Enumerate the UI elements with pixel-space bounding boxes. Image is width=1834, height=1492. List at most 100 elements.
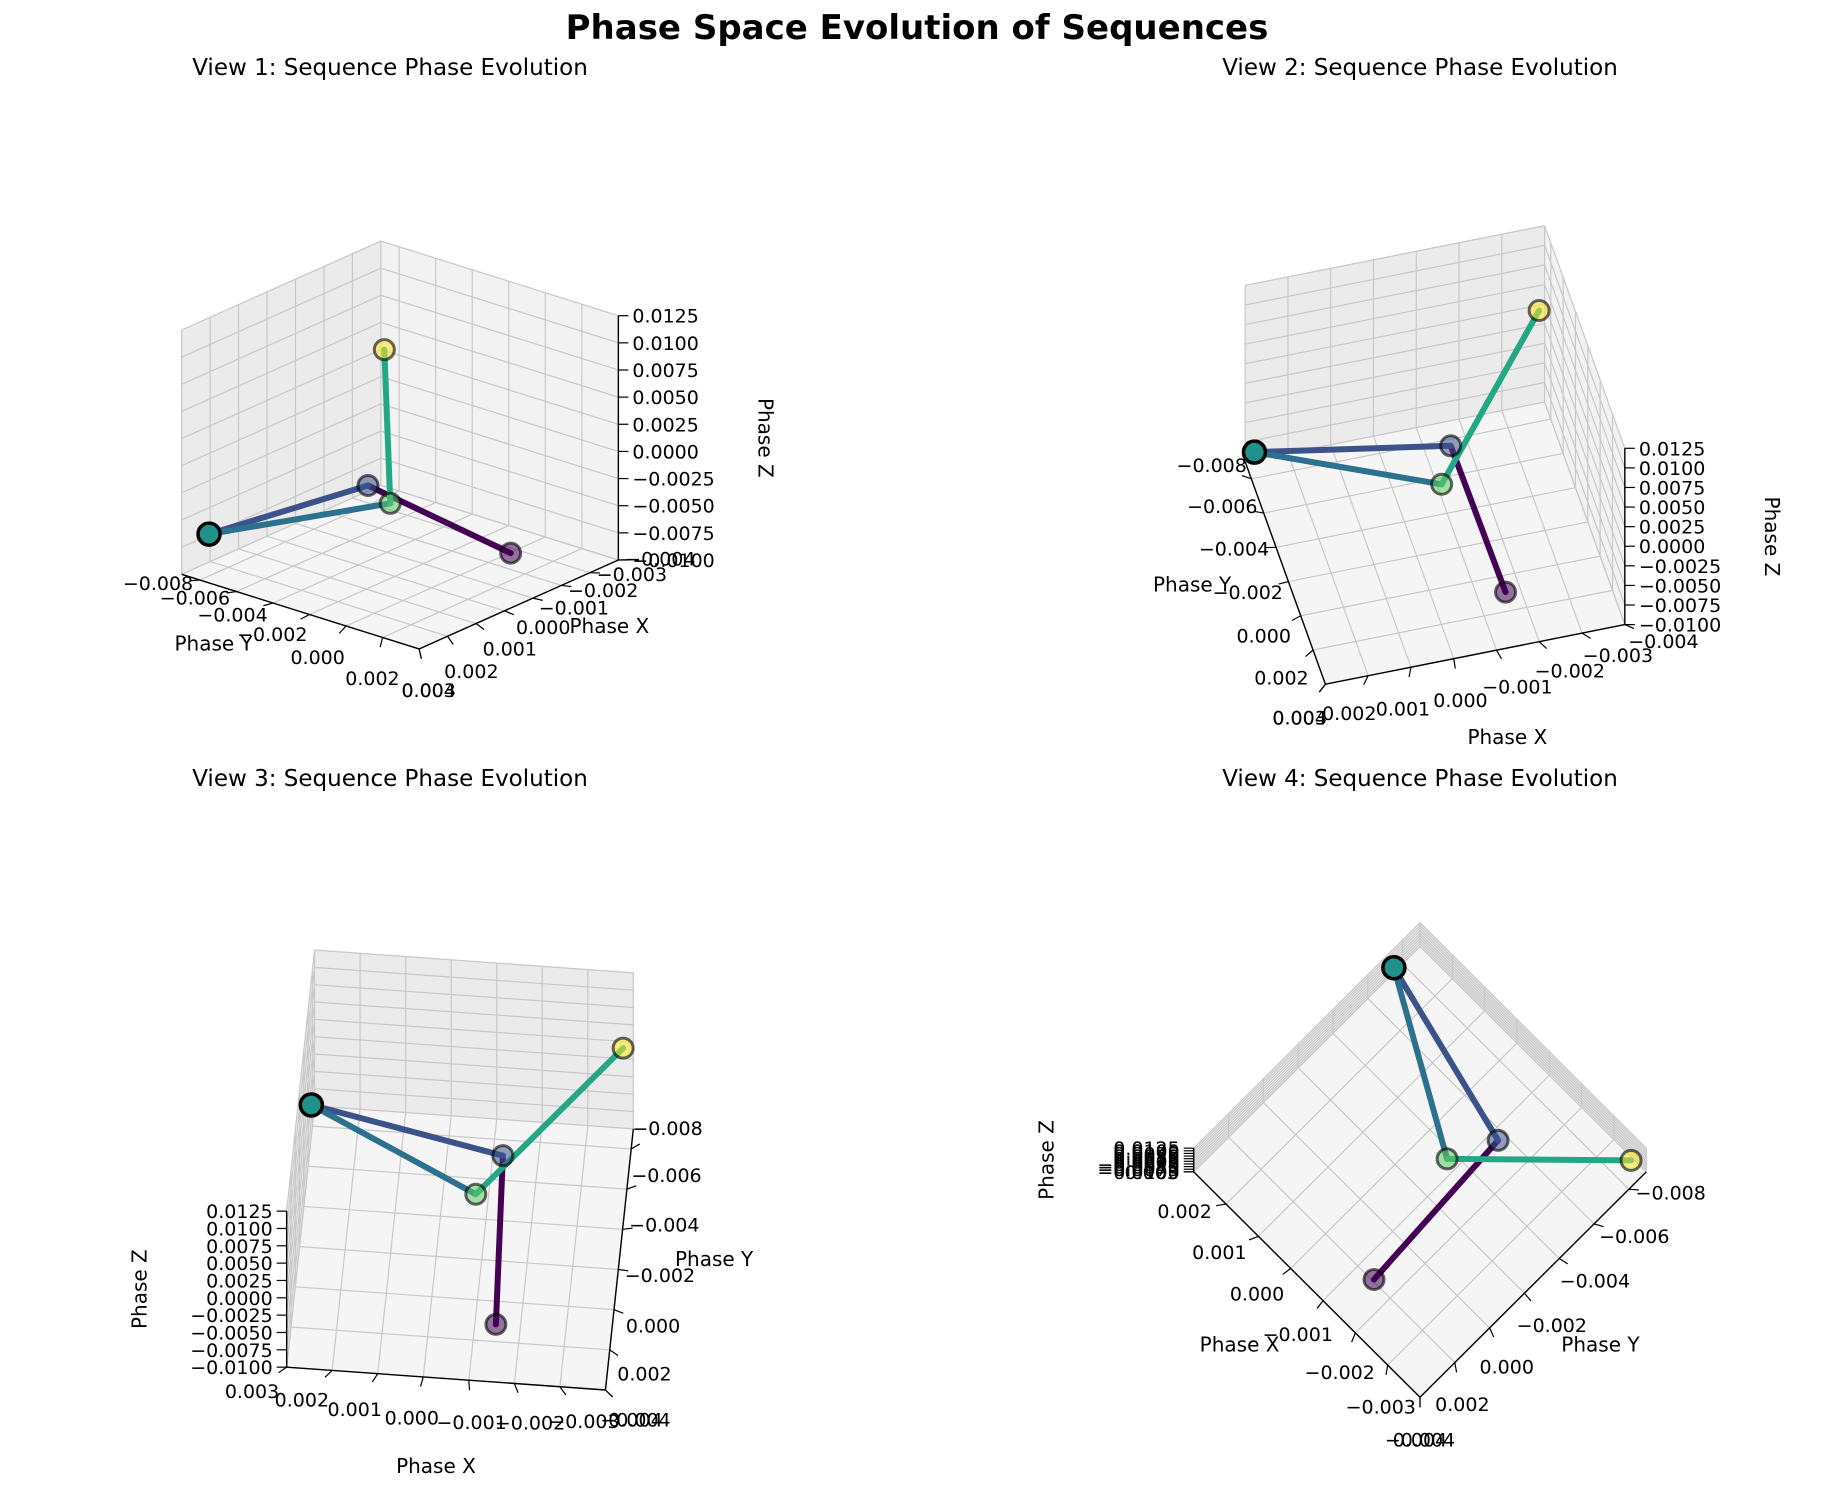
x-tick-label: 0.000 [385,1407,439,1429]
grid-line [1245,264,1545,326]
grid-line [468,1119,498,1381]
data-point [356,473,380,497]
y-tick-mark [630,1143,641,1150]
x-tick-mark [324,1369,333,1378]
grid-line [1193,922,1421,1149]
grid-line [1245,244,1545,306]
y-tick-mark [379,637,384,648]
x-tick-label: −0.003 [1346,1396,1416,1418]
y-tick-label: −0.002 [1517,1315,1587,1337]
y-tick-mark [622,1227,633,1230]
grid-line [1544,303,1626,527]
z-tick-label: 0.0100 [632,333,698,355]
grid-line [1245,303,1545,365]
grid-line [380,321,619,398]
z-tick-label: 0.0000 [632,441,698,463]
axis-line [1244,461,1327,685]
grid-line [380,349,619,425]
x-tick-label: −0.001 [539,598,609,620]
z-tick-label: 0.0125 [1113,1138,1179,1160]
z-tick-label: 0.0050 [632,387,698,409]
grid-line [181,240,382,331]
trajectory-segment [1251,442,1454,456]
y-tick-mark [1305,649,1314,658]
grid-line [1245,362,1545,424]
grid-line [331,1109,361,1371]
grid-line [380,484,619,561]
grid-line [314,1053,634,1078]
trajectory-segment [1251,449,1445,488]
grid-line [314,984,634,1009]
x-tick-label: 0.003 [225,1381,279,1403]
y-tick-label: −0.006 [160,588,230,610]
grid-line [1419,938,1647,1165]
axis-line [418,559,619,650]
y-tick-label: 0.000 [626,1315,680,1337]
x-tick-label: 0.001 [1376,698,1430,720]
data-point [491,1144,515,1168]
y-tick-label: −0.002 [1213,582,1283,604]
x-tick-label: −0.004 [1628,631,1698,653]
grid-line [1245,323,1545,384]
x-tick-mark [1316,1300,1324,1310]
x-tick-mark [1624,624,1635,630]
z-tick-label: 0.0050 [206,1253,272,1275]
x-tick-label: 0.003 [401,680,455,702]
z-tick-label: 0.0075 [1639,477,1705,499]
grid-line [1419,943,1647,1170]
grid-line [308,1165,627,1190]
grid-line [181,267,382,358]
view-1-panel: View 1: Sequence Phase Evolution−0.004−0… [123,55,778,702]
y-tick-label: −0.006 [1187,496,1257,518]
grid-line [1297,1067,1525,1294]
grid-line [286,984,316,1246]
data-point [1430,472,1454,496]
trajectory-segment [308,1101,479,1198]
z-tick-label: −0.0100 [1097,1162,1179,1184]
grid-line [1245,342,1545,404]
x-tick-label: 0.003 [1125,1162,1179,1184]
x-tick-label: 0.001 [1192,1242,1246,1264]
grid-line [286,1001,316,1264]
grid-line [181,349,382,440]
x-tick-mark [419,1376,424,1387]
grid-line [181,376,382,467]
x-tick-mark [532,597,543,601]
grid-line [314,1105,634,1130]
x-tick-label: 0.002 [1322,703,1376,725]
grid-line [314,1001,634,1026]
x-tick-label: −0.004 [600,1409,670,1431]
z-tick-label: 0.0075 [1113,1143,1179,1165]
x-tick-label: 0.001 [328,1399,382,1421]
data-point [1619,1148,1643,1172]
x-tick-mark [504,610,514,616]
y-tick-label: 0.004 [608,1409,662,1431]
z-tick-label: −0.0100 [632,550,714,572]
grid-line [1262,1102,1491,1329]
x-tick-mark [1408,667,1412,678]
grid-line [1193,938,1421,1165]
grid-line [1245,225,1545,286]
grid-line [314,966,634,991]
grid-line [181,484,382,575]
x-tick-label: −0.002 [1535,660,1605,682]
z-tick-label: −0.0075 [1639,595,1721,617]
grid-line [380,457,619,534]
data-point [1439,434,1463,458]
grid-line [380,376,619,452]
y-tick-label: 0.000 [1480,1356,1534,1378]
data-point [372,338,396,362]
grid-line [1225,978,1453,1205]
y-tick-mark [1558,1258,1569,1265]
grid-line [181,294,382,385]
grid-line [1402,963,1630,1190]
z-tick-label: −0.0075 [190,1340,272,1362]
z-tick-label: 0.0125 [206,1201,272,1223]
z-tick-label: −0.0050 [1097,1157,1179,1179]
grid-line [312,1125,632,1150]
axis-line [1325,623,1625,685]
y-tick-label: 0.000 [290,647,344,669]
z-tick-label: −0.0025 [1097,1154,1179,1176]
trajectory-segment [381,346,394,507]
x-tick-mark [278,1366,288,1374]
